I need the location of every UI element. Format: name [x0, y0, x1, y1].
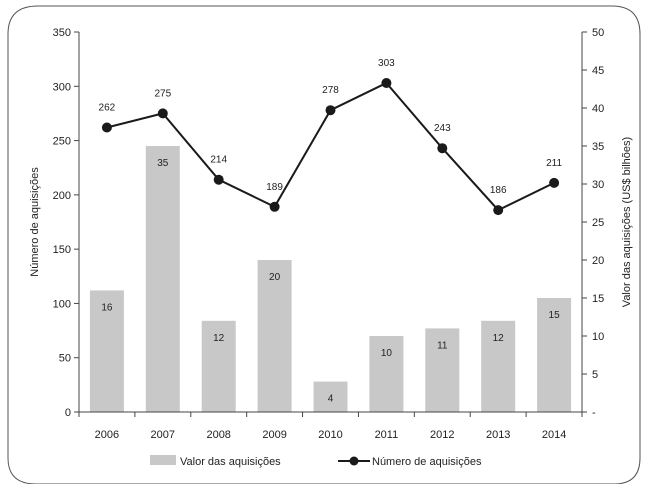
bar-2007 — [145, 146, 180, 412]
left-tick-label-200: 200 — [53, 190, 71, 202]
x-label-2009: 2009 — [262, 429, 286, 441]
line-point-2011 — [381, 78, 392, 88]
legend-label-line: Número de aquisições — [372, 456, 482, 468]
line-label-2006: 262 — [99, 103, 116, 114]
x-label-2012: 2012 — [430, 429, 454, 441]
bar-2012 — [425, 328, 460, 412]
x-label-2014: 2014 — [542, 429, 566, 441]
right-tick-label-10: 50 — [592, 27, 604, 39]
x-label-2011: 2011 — [375, 429, 399, 441]
legend-layer: Valor das aquisições Número de aquisições — [150, 455, 482, 468]
line-point-2007 — [157, 108, 168, 119]
line-label-2011: 303 — [378, 58, 395, 69]
axes-layer: 0 50 100 150 200 250 300 350 - 5 10 15 20 25 30 35 40 45 5… — [29, 27, 633, 441]
bar-2011 — [369, 336, 404, 412]
right-tick-label-3: 15 — [592, 293, 604, 305]
line-point-2013 — [493, 205, 504, 216]
line-label-2010: 278 — [322, 85, 339, 96]
right-tick-label-4: 20 — [592, 255, 604, 267]
left-tick-label-0: 0 — [65, 407, 71, 419]
bar-label-2008: 12 — [213, 333, 225, 344]
right-tick-label-6: 30 — [592, 179, 604, 191]
bar-label-2009: 20 — [269, 272, 281, 283]
line-point-2010 — [325, 105, 336, 116]
right-tick-label-1: 5 — [592, 369, 598, 381]
right-tick-label-7: 35 — [592, 141, 604, 153]
line-label-2012: 243 — [434, 123, 451, 134]
x-label-2007: 2007 — [151, 429, 175, 441]
bar-label-2012: 11 — [437, 340, 448, 351]
left-tick-label-350: 350 — [53, 27, 71, 39]
legend-label-bar: Valor das aquisições — [180, 456, 281, 468]
bar-label-2006: 16 — [101, 302, 113, 313]
left-tick-label-250: 250 — [53, 136, 71, 148]
left-tick-label-150: 150 — [53, 244, 71, 256]
left-tick-label-300: 300 — [53, 81, 71, 93]
bar-label-2007: 35 — [157, 158, 169, 169]
line-label-2008: 214 — [210, 155, 227, 166]
line-label-2014: 211 — [546, 158, 562, 169]
line-layer — [101, 78, 560, 216]
line-label-2013: 186 — [490, 185, 507, 196]
line-point-2006 — [101, 122, 112, 133]
right-tick-label-8: 40 — [592, 103, 604, 115]
bar-label-2010: 4 — [328, 394, 334, 405]
x-label-2013: 2013 — [486, 429, 510, 441]
bar-2010 — [313, 381, 348, 412]
legend-swatch-marker — [349, 456, 359, 466]
left-tick-label-50: 50 — [59, 353, 71, 365]
right-axis-title: Valor das aquisições (US$ bilhões) — [621, 137, 633, 307]
right-tick-label-0: - — [592, 407, 596, 419]
line-label-2007: 275 — [154, 88, 171, 99]
bar-label-2014: 15 — [549, 310, 561, 321]
right-tick-label-2: 10 — [592, 331, 604, 343]
bar-2014 — [537, 298, 572, 412]
x-label-2008: 2008 — [206, 429, 230, 441]
line-label-2009: 189 — [266, 182, 283, 193]
left-tick-label-100: 100 — [53, 298, 71, 310]
left-axis-title: Número de aquisições — [29, 167, 41, 277]
x-label-2006: 2006 — [95, 429, 119, 441]
bar-2013 — [481, 320, 516, 412]
line-point-2014 — [549, 177, 560, 188]
bar-label-2013: 12 — [493, 333, 505, 344]
line-point-2009 — [269, 201, 280, 212]
bars-layer — [89, 146, 572, 412]
x-label-2010: 2010 — [318, 429, 342, 441]
right-tick-label-9: 45 — [592, 65, 604, 77]
legend-swatch-bar — [150, 455, 176, 465]
bar-2008 — [201, 320, 236, 412]
bar-2009 — [257, 260, 292, 412]
labels-layer: 16 35 12 20 4 10 11 12 15 262 275 214 189 278 303 243 18… — [99, 58, 563, 405]
bar-2006 — [89, 290, 124, 412]
bar-label-2011: 10 — [381, 348, 393, 359]
line-point-2012 — [437, 143, 448, 154]
right-tick-label-5: 25 — [592, 217, 604, 229]
line-point-2008 — [213, 174, 224, 185]
